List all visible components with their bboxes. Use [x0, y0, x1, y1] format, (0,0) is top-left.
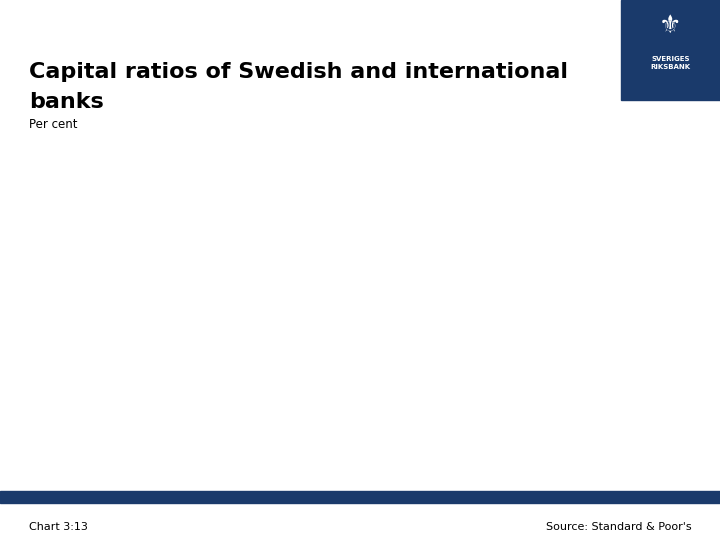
- Text: banks: banks: [29, 92, 104, 112]
- Text: SVERIGES
RIKSBANK: SVERIGES RIKSBANK: [650, 57, 690, 70]
- Text: ⚜: ⚜: [659, 14, 682, 38]
- Text: Per cent: Per cent: [29, 118, 77, 131]
- Text: Chart 3:13: Chart 3:13: [29, 522, 88, 531]
- Text: Source: Standard & Poor's: Source: Standard & Poor's: [546, 522, 691, 531]
- Text: Capital ratios of Swedish and international: Capital ratios of Swedish and internatio…: [29, 62, 568, 82]
